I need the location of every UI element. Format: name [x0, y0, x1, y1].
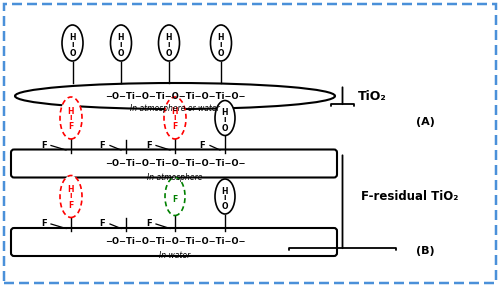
Text: H: H [68, 185, 74, 194]
FancyBboxPatch shape [11, 150, 337, 177]
Text: O: O [118, 49, 124, 57]
Text: TiO₂: TiO₂ [358, 90, 386, 102]
Text: In atmosphere: In atmosphere [147, 172, 203, 181]
Text: I: I [70, 193, 72, 199]
Text: H: H [172, 106, 178, 115]
Ellipse shape [15, 83, 335, 109]
Text: (A): (A) [416, 117, 434, 127]
FancyBboxPatch shape [11, 228, 337, 256]
Text: I: I [220, 42, 222, 48]
Text: F: F [41, 141, 47, 150]
Text: H: H [222, 187, 228, 195]
Text: −O−Ti−O−Ti−O−Ti−O−Ti−O−: −O−Ti−O−Ti−O−Ti−O−Ti−O− [105, 92, 245, 100]
Text: (B): (B) [416, 246, 434, 256]
Text: O: O [69, 49, 76, 57]
Text: F: F [172, 195, 178, 203]
Text: In atmosphere or water: In atmosphere or water [130, 104, 220, 113]
Ellipse shape [62, 25, 83, 61]
Ellipse shape [210, 25, 232, 61]
Text: O: O [166, 49, 172, 57]
Text: O: O [218, 49, 224, 57]
Text: F-residual TiO₂: F-residual TiO₂ [361, 191, 458, 203]
Text: F: F [68, 122, 73, 131]
Text: I: I [72, 42, 74, 48]
Text: H: H [222, 108, 228, 117]
Text: F: F [100, 141, 105, 150]
Text: H: H [68, 106, 74, 115]
Text: −O−Ti−O−Ti−O−Ti−O−Ti−O−: −O−Ti−O−Ti−O−Ti−O−Ti−O− [105, 238, 245, 247]
Text: H: H [69, 33, 76, 42]
Text: I: I [224, 195, 226, 201]
Text: H: H [118, 33, 124, 42]
Text: F: F [100, 220, 105, 228]
Text: I: I [120, 42, 122, 48]
Ellipse shape [165, 177, 185, 216]
Text: −O−Ti−O−Ti−O−Ti−O−Ti−O−: −O−Ti−O−Ti−O−Ti−O−Ti−O− [105, 159, 245, 168]
Ellipse shape [60, 175, 82, 218]
Text: I: I [168, 42, 170, 48]
Text: F: F [146, 220, 152, 228]
Ellipse shape [215, 179, 235, 214]
Text: H: H [166, 33, 172, 42]
Text: I: I [70, 115, 72, 121]
Text: I: I [174, 115, 176, 121]
Text: In water: In water [160, 251, 190, 260]
Text: F: F [146, 141, 152, 150]
Text: F: F [41, 220, 47, 228]
Ellipse shape [158, 25, 180, 61]
Ellipse shape [60, 97, 82, 139]
Ellipse shape [164, 97, 186, 139]
Text: O: O [222, 202, 228, 211]
Text: F: F [172, 122, 178, 131]
Text: F: F [68, 201, 73, 210]
Text: I: I [224, 117, 226, 123]
Ellipse shape [110, 25, 132, 61]
Text: O: O [222, 123, 228, 133]
Text: H: H [218, 33, 224, 42]
Ellipse shape [215, 100, 235, 135]
Text: F: F [200, 141, 205, 150]
